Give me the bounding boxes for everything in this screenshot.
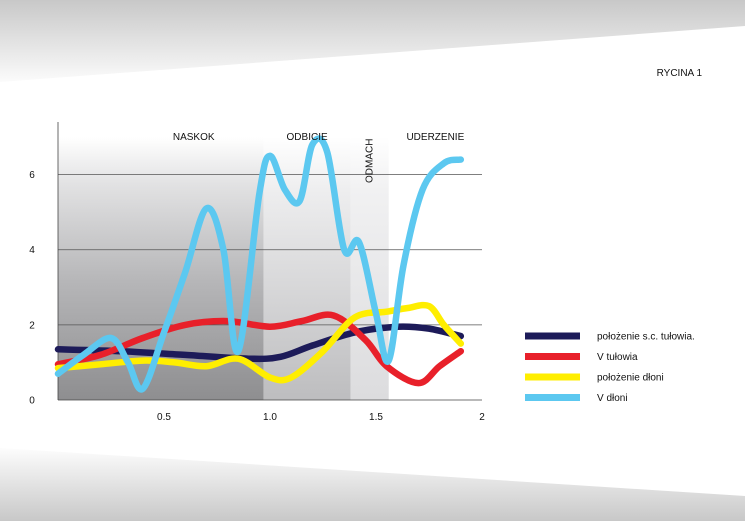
tick-labels: 0 2 4 6 0.5 1.0 1.5 2 xyxy=(29,170,485,423)
x-tick-label-1-5: 1.5 xyxy=(369,412,383,423)
x-tick-label-1-0: 1.0 xyxy=(263,412,277,423)
legend-label-0: położenie s.c. tułowia. xyxy=(597,332,695,343)
phase-label-odbicie: ODBICIE xyxy=(287,132,328,143)
top-page-edge xyxy=(0,26,745,88)
series-line-v-tulowia xyxy=(54,311,465,387)
phase-label-odmach: ODMACH xyxy=(365,139,376,183)
phase-label-naskok: NASKOK xyxy=(173,132,215,143)
x-tick-label-2: 2 xyxy=(479,412,485,423)
series-lines xyxy=(54,135,465,393)
legend-label-3: V dłoni xyxy=(597,393,628,404)
figure-label: RYCINA 1 xyxy=(657,68,703,79)
phase-labels: NASKOK ODBICIE ODMACH UDERZENIE xyxy=(173,132,465,183)
top-page-shadow xyxy=(0,0,745,88)
bottom-page-edge xyxy=(0,440,745,496)
x-tick-label-0-5: 0.5 xyxy=(157,412,171,423)
y-tick-label-0: 0 xyxy=(29,396,35,407)
series-line-v-dloni xyxy=(54,135,465,393)
legend: położenie s.c. tułowia. V tułowia położeni… xyxy=(525,332,695,404)
y-tick-label-2: 2 xyxy=(29,320,35,331)
y-tick-label-6: 6 xyxy=(29,170,35,181)
legend-label-1: V tułowia xyxy=(597,352,638,363)
series-line-polozenie-sc-tulowia xyxy=(54,323,465,363)
bottom-page-shadow xyxy=(0,445,745,521)
legend-label-2: położenie dłoni xyxy=(597,373,664,384)
phase-label-uderzenie: UDERZENIE xyxy=(406,132,464,143)
axes xyxy=(57,122,482,401)
y-tick-label-4: 4 xyxy=(29,245,35,256)
